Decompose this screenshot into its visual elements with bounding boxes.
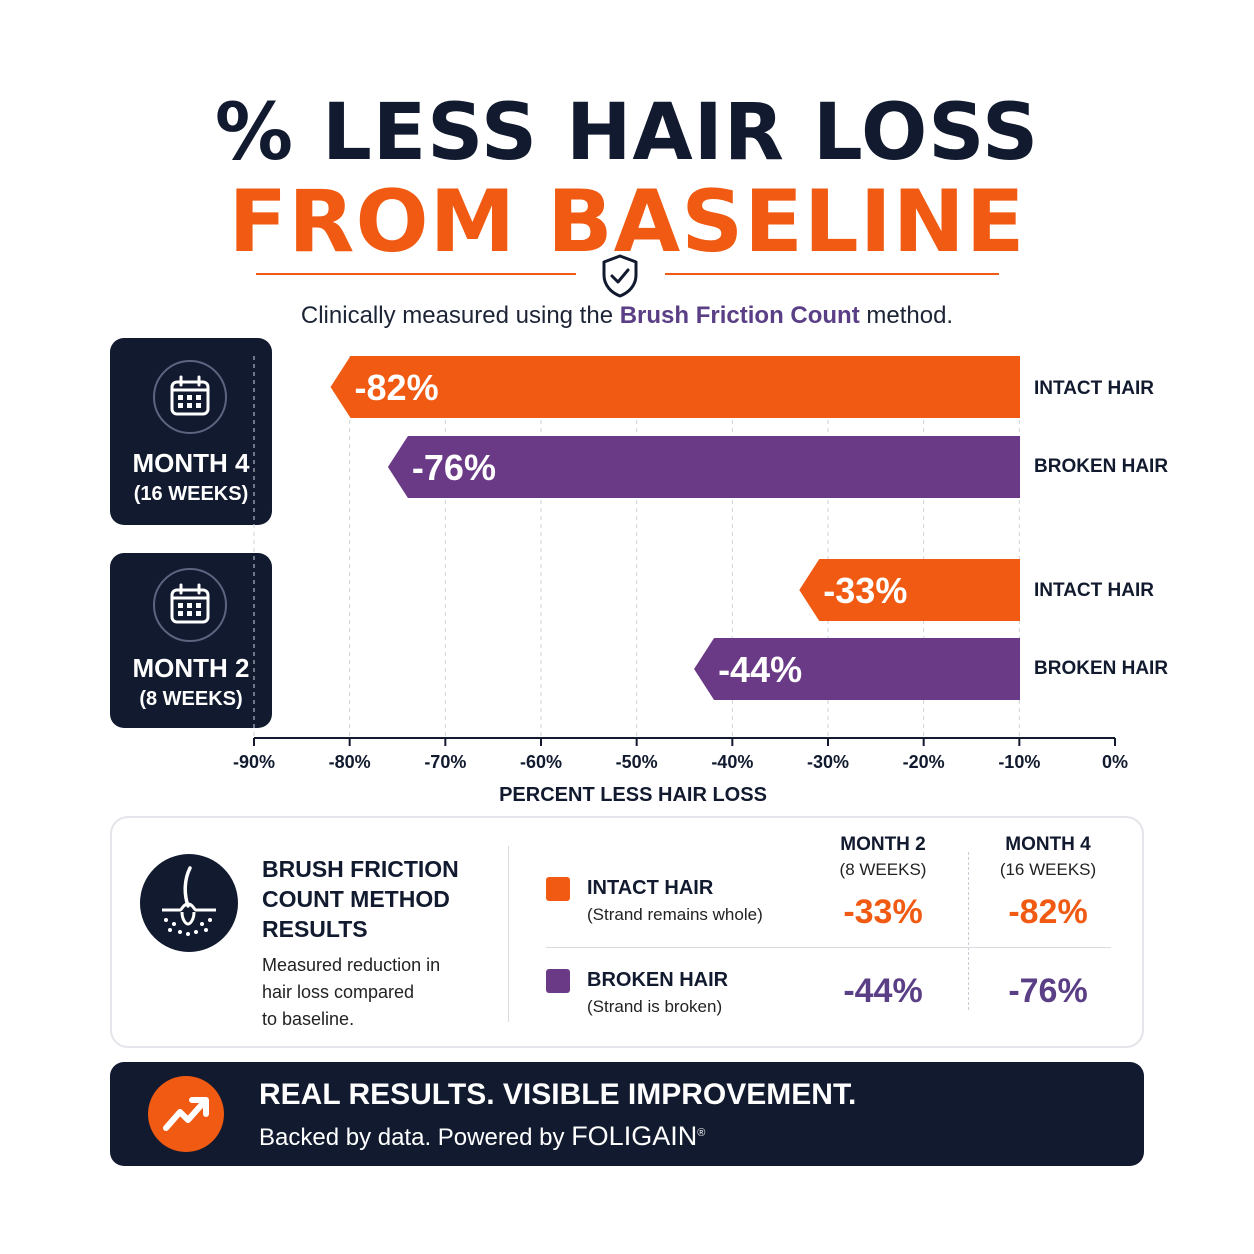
- results-title-line: COUNT METHOD: [262, 886, 450, 912]
- bar-intact-hair-month-4: [330, 356, 1020, 418]
- title-rule-left: [256, 273, 576, 275]
- series-label-intact-m4: INTACT HAIR: [1034, 378, 1154, 399]
- series-label-broken-m4: BROKEN HAIR: [1034, 456, 1169, 477]
- bar-chart: -90% -80% -70% -60% -50% -40% -30% -20% -10% 0% PE…: [233, 356, 1128, 806]
- col-header-month4-weeks: (16 WEEKS): [999, 860, 1097, 879]
- month-card-2-name: MONTH 2: [132, 653, 250, 683]
- bar-broken-hair-month-4: [387, 436, 1020, 498]
- legend-swatch-intact: [546, 877, 570, 901]
- x-tick-label: -80%: [329, 752, 371, 772]
- legend-intact-month2: -33%: [843, 893, 923, 931]
- trending-up-icon-circle: [148, 1076, 224, 1152]
- results-title-line: BRUSH FRICTION: [262, 856, 459, 882]
- month-card-4-weeks: (16 WEEKS): [133, 483, 249, 505]
- bar-data-label: -33%: [823, 570, 907, 611]
- month-card-2: MONTH 2 (8 WEEKS): [110, 553, 272, 728]
- legend-intact-month4: -82%: [1008, 893, 1088, 931]
- legend-row-broken-desc: (Strand is broken): [587, 997, 723, 1016]
- col-header-month4: MONTH 4: [1005, 834, 1091, 855]
- legend-row-broken-name: BROKEN HAIR: [587, 969, 729, 991]
- calendar-icon-ring: [153, 360, 227, 434]
- page-title-line2: FROM BASELINE: [228, 172, 1026, 272]
- bar-broken-hair-month-2: [694, 638, 1020, 700]
- footer-brand-mark: ®: [697, 1127, 706, 1139]
- results-description-line: Measured reduction in: [262, 955, 441, 975]
- x-axis-label: PERCENT LESS HAIR LOSS: [499, 784, 767, 806]
- col-header-month2-weeks: (8 WEEKS): [839, 860, 927, 879]
- x-tick-label: -90%: [233, 752, 275, 772]
- bar-data-label: -82%: [355, 367, 439, 408]
- x-tick-label: -40%: [711, 752, 753, 772]
- title-rule-right: [665, 273, 999, 275]
- trending-up-icon: [163, 1097, 209, 1131]
- footer-tagline: Backed by data. Powered by FOLIGAIN®: [259, 1121, 705, 1152]
- footer-tagline-text: Backed by data. Powered by: [259, 1124, 572, 1151]
- footer-brand: FOLIGAIN: [571, 1121, 698, 1151]
- month-card-2-weeks: (8 WEEKS): [139, 688, 243, 710]
- row-divider: [546, 947, 1111, 948]
- subtitle-highlight: Brush Friction Count: [619, 302, 860, 329]
- legend-row-intact-name: INTACT HAIR: [587, 877, 714, 899]
- legend-row-intact-desc: (Strand remains whole): [587, 905, 763, 924]
- legend-broken-month4: -76%: [1008, 972, 1088, 1010]
- results-description-line: to baseline.: [262, 1009, 355, 1029]
- month-card-4-name: MONTH 4: [132, 448, 250, 478]
- calendar-icon: [170, 375, 210, 416]
- col-divider: [968, 852, 969, 1010]
- hair-follicle-icon-circle: [140, 854, 238, 952]
- results-title: BRUSH FRICTION COUNT METHOD RESULTS: [262, 854, 459, 944]
- calendar-icon-ring: [153, 568, 227, 642]
- bar-data-label: -44%: [718, 649, 802, 690]
- results-title-line: RESULTS: [262, 916, 368, 942]
- x-tick-label: -20%: [903, 752, 945, 772]
- shield-check-icon: [602, 254, 638, 298]
- subtitle: Clinically measured using the Brush Fric…: [0, 302, 1254, 330]
- legend-swatch-broken: [546, 969, 570, 993]
- bar-intact-hair-month-2: [799, 559, 1020, 621]
- x-tick-label: 0%: [1102, 752, 1128, 772]
- panel-divider: [508, 846, 509, 1022]
- x-tick-label: -50%: [616, 752, 658, 772]
- results-description-line: hair loss compared: [262, 982, 415, 1002]
- results-panel: [110, 816, 1144, 1048]
- x-tick-label: -30%: [807, 752, 849, 772]
- bar-data-label: -76%: [412, 447, 496, 488]
- page-title-line1: % LESS HAIR LOSS: [214, 88, 1040, 178]
- month-card-4: MONTH 4 (16 WEEKS): [110, 338, 272, 525]
- x-tick-label: -60%: [520, 752, 562, 772]
- legend-broken-month2: -44%: [843, 972, 923, 1010]
- hair-follicle-icon: [162, 866, 216, 936]
- series-label-intact-m2: INTACT HAIR: [1034, 580, 1154, 601]
- x-tick-label: -70%: [424, 752, 466, 772]
- x-tick-label: -10%: [998, 752, 1040, 772]
- subtitle-post: method.: [859, 302, 954, 329]
- results-description: Measured reduction in hair loss compared…: [262, 952, 440, 1033]
- calendar-icon: [170, 583, 210, 624]
- series-label-broken-m2: BROKEN HAIR: [1034, 658, 1169, 679]
- footer-headline: REAL RESULTS. VISIBLE IMPROVEMENT.: [259, 1078, 857, 1111]
- col-header-month2: MONTH 2: [840, 834, 926, 855]
- footer-banner: [110, 1062, 1144, 1166]
- subtitle-pre: Clinically measured using the: [300, 302, 620, 329]
